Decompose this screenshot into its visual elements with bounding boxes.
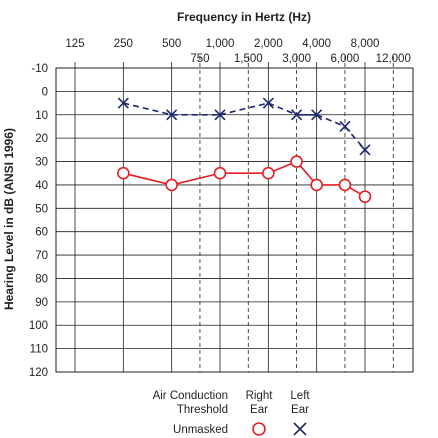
- left-ear-x-marker: [339, 120, 351, 133]
- chart-title: Frequency in Hertz (Hz): [177, 10, 311, 24]
- y-tick-label: 60: [35, 227, 48, 239]
- left-ear-x-marker: [262, 97, 274, 109]
- left-ear-x-marker: [311, 109, 323, 121]
- y-tick-label: 70: [35, 250, 48, 262]
- left-ear-line-segment: [123, 102, 172, 116]
- x-tick-label-octave: 1,000: [206, 38, 235, 50]
- left-ear-line-segment: [219, 102, 269, 116]
- x-tick-label-octave: 125: [65, 38, 84, 50]
- legend-row-label: Unmasked: [173, 424, 228, 436]
- y-tick-label: 100: [29, 320, 48, 332]
- y-tick-label: 80: [35, 273, 48, 285]
- y-tick-label: 110: [30, 344, 48, 356]
- right-ear-circle-marker: [290, 155, 303, 168]
- left-ear-line-segment: [316, 114, 346, 128]
- right-ear-circle-marker: [358, 190, 372, 203]
- y-tick-label: 30: [35, 157, 48, 169]
- y-tick-label: 90: [35, 297, 48, 309]
- plot-frame: [55, 67, 414, 373]
- legend-left-ear-line-2: Ear: [291, 404, 309, 416]
- y-axis-ticks: -10 0 10 20 30 40 50 60 70 80 90 100 110 120: [29, 63, 48, 379]
- legend: Air Conduction Threshold Right Ear Left …: [153, 390, 311, 436]
- x-tick-label-octave: 2,000: [254, 38, 283, 50]
- y-tick-label: 20: [35, 133, 48, 145]
- y-tick-label: 10: [35, 110, 48, 122]
- right-ear-circle-marker: [165, 178, 178, 192]
- x-tick-label-interoctave: 6,000: [331, 53, 360, 65]
- right-ear-circle-marker: [310, 178, 323, 192]
- x-tick-label-interoctave: 750: [190, 53, 209, 65]
- left-ear-x-marker: [291, 109, 303, 121]
- legend-header-line-2: Threshold: [177, 404, 228, 416]
- x-tick-label-interoctave: 12,000: [376, 53, 411, 65]
- right-ear-circle-marker: [338, 178, 352, 192]
- left-ear-x-marker: [166, 109, 178, 121]
- x-tick-label-octave: 4,000: [302, 38, 331, 50]
- right-ear-circle-marker: [262, 166, 275, 180]
- y-tick-label: -10: [31, 63, 48, 75]
- legend-left-ear-x-marker: [293, 422, 307, 436]
- left-ear-line-segment: [268, 102, 297, 116]
- series-layer: [117, 97, 372, 203]
- left-ear-x-marker: [214, 109, 226, 121]
- x-axis-ticks: 125 250 500 1,000 2,000 4,000 8,000 750 1,500 3,0…: [65, 38, 410, 65]
- left-ear-x-marker: [117, 97, 129, 109]
- x-tick-label-octave: 250: [114, 38, 133, 50]
- left-ear-x-marker: [359, 144, 371, 156]
- right-ear-circle-marker: [117, 166, 130, 180]
- y-axis-label: Hearing Level in dB (ANSI 1996): [2, 128, 16, 310]
- y-tick-label: 50: [35, 203, 48, 215]
- right-ear-line-segment: [123, 172, 172, 186]
- x-tick-label-interoctave: 1,500: [234, 53, 263, 65]
- right-ear-line-segment: [171, 172, 221, 186]
- right-ear-circle-marker: [213, 166, 227, 180]
- y-tick-label: 0: [42, 86, 48, 98]
- legend-header-line-1: Air Conduction: [153, 390, 228, 402]
- x-tick-label-octave: 8,000: [351, 38, 380, 50]
- legend-right-ear-circle-marker: [252, 422, 266, 436]
- legend-left-ear-line-1: Left: [290, 390, 310, 402]
- legend-right-ear-line-2: Ear: [250, 404, 268, 416]
- legend-right-ear-line-1: Right: [246, 390, 274, 402]
- grid: [55, 56, 414, 373]
- x-tick-label-interoctave: 3,000: [282, 53, 311, 65]
- y-tick-label: 120: [29, 367, 48, 379]
- y-tick-label: 40: [35, 180, 48, 192]
- x-tick-label-octave: 500: [162, 38, 181, 50]
